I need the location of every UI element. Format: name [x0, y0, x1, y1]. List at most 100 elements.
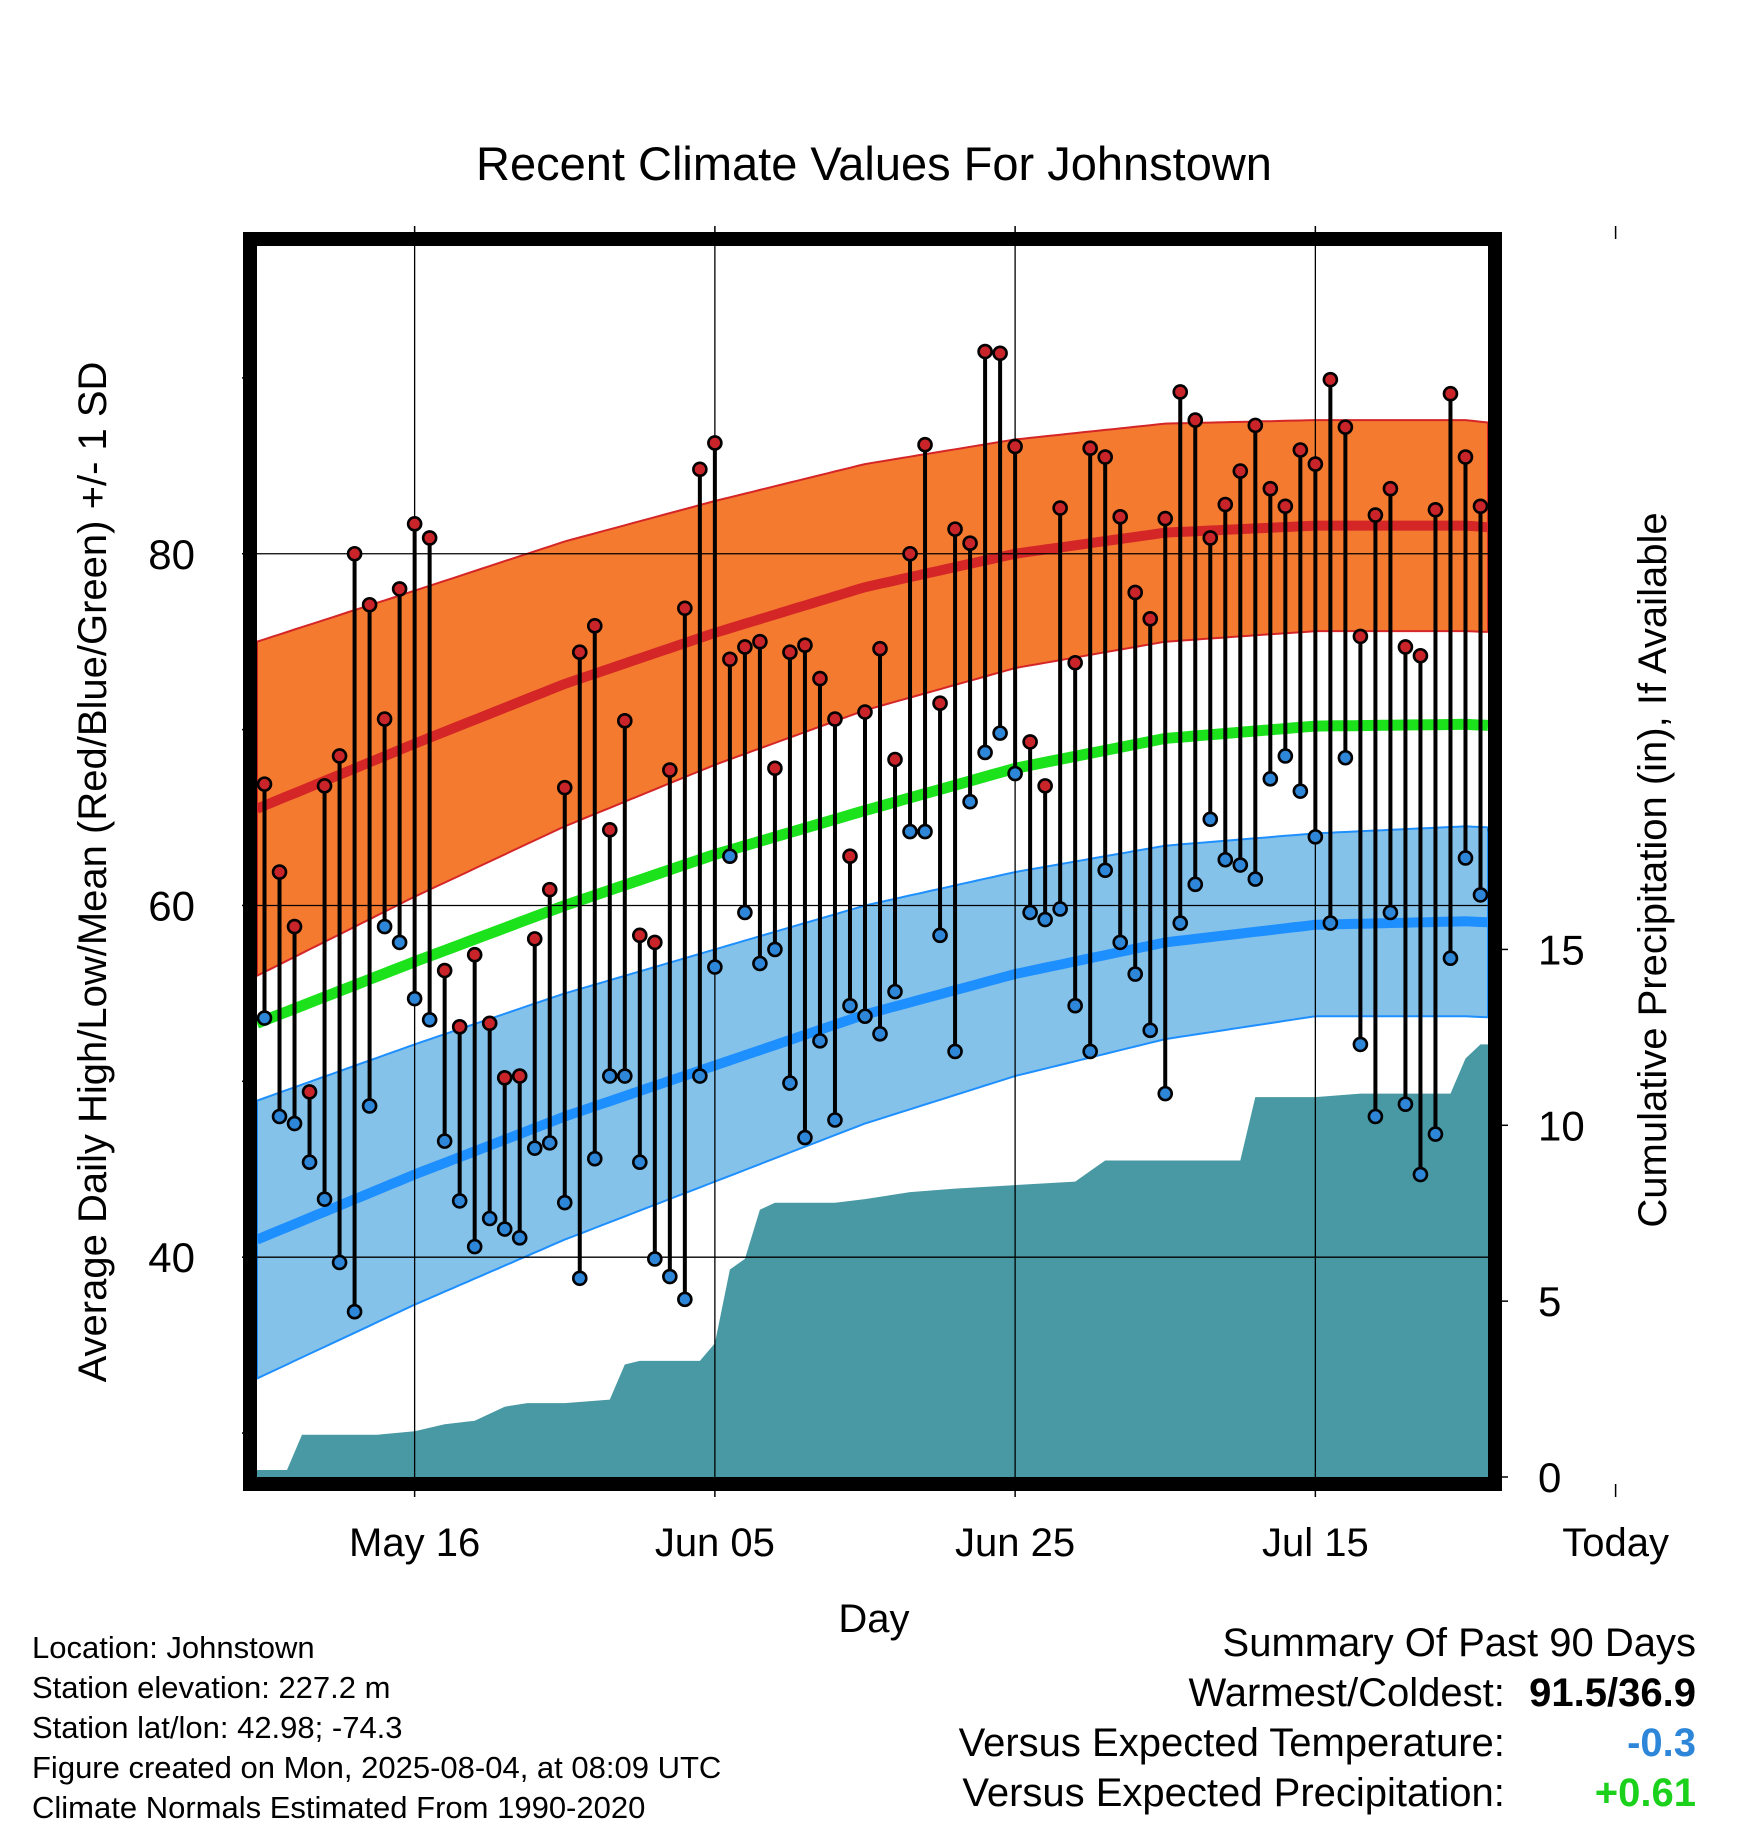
obs-low-point [331, 1254, 348, 1271]
obs-low-point [1112, 934, 1129, 951]
obs-high-point [481, 1015, 498, 1032]
obs-low-point [436, 1133, 453, 1149]
obs-low-point [1172, 915, 1189, 931]
obs-low-point [1277, 748, 1294, 764]
normal-low-line [257, 916, 1488, 1245]
obs-low-point [932, 927, 948, 944]
obs-high-point [586, 618, 603, 634]
obs-high-point [421, 530, 438, 546]
x-tick-label: Today [1562, 1521, 1669, 1565]
obs-high-point [827, 711, 843, 727]
obs-low-point [1247, 871, 1264, 887]
obs-high-point [271, 864, 288, 880]
obs-high-point [767, 760, 783, 777]
obs-low-point [992, 725, 1008, 741]
warmest-coldest-label: Warmest/Coldest: [1188, 1671, 1505, 1715]
obs-low-point [496, 1221, 513, 1237]
obs-high-point [1594, 565, 1607, 578]
elevation-text: Station elevation: 227.2 m [32, 1670, 391, 1705]
obs-low-point [1397, 1096, 1414, 1112]
obs-low-point [301, 1154, 318, 1171]
summary-title: Summary Of Past 90 Days [1222, 1621, 1696, 1665]
obs-low-point [1262, 771, 1279, 787]
obs-low-point [346, 1303, 363, 1320]
y-tick-label: 40 [148, 1234, 195, 1281]
obs-high-point [301, 1084, 318, 1100]
x-tick-label: Jun 05 [655, 1521, 775, 1565]
obs-low-point [962, 793, 978, 810]
obs-high-point [1472, 498, 1488, 515]
obs-low-point [647, 1251, 663, 1267]
obs-high-point [1352, 628, 1369, 645]
obs-high-point [257, 776, 273, 792]
summary-temp-row: Versus Expected Temperature: -0.3 [959, 1718, 1696, 1768]
obs-low-point [556, 1194, 573, 1211]
obs-low-point [677, 1291, 693, 1308]
obs-low-point [526, 1140, 543, 1156]
obs-high-point [812, 670, 828, 687]
obs-low-point [1504, 866, 1517, 879]
precip-label: Versus Expected Precipitation: [962, 1771, 1505, 1815]
obs-high-point [992, 345, 1008, 362]
obs-high-point [932, 695, 948, 712]
obs-low-point [1412, 1166, 1429, 1183]
obs-high-point [556, 779, 573, 796]
obs-low-point [797, 1129, 813, 1146]
obs-low-point [827, 1112, 843, 1128]
obs-high-point [797, 637, 813, 653]
y-axis-label: Average Daily High/Low/Mean (Red/Blue/Gr… [71, 362, 115, 1383]
obs-low-point [1382, 904, 1399, 921]
obs-low-point [481, 1210, 498, 1227]
obs-low-point [286, 1115, 303, 1132]
obs-low-point [1037, 911, 1053, 928]
obs-high-point [376, 711, 393, 727]
obs-high-point [1442, 385, 1459, 402]
obs-low-point [1007, 765, 1023, 782]
obs-high-point [1277, 498, 1294, 515]
obs-high-point [286, 918, 303, 935]
x-tick-label: May 16 [349, 1521, 480, 1565]
obs-high-point [1412, 647, 1429, 664]
obs-low-point [271, 1108, 288, 1125]
obs-high-point [361, 596, 378, 613]
obs-low-point [902, 823, 918, 840]
obs-low-point [1082, 1043, 1098, 1060]
obs-high-point [1549, 742, 1562, 755]
created-text: Figure created on Mon, 2025-08-04, at 08… [32, 1750, 722, 1785]
obs-high-point [1534, 421, 1547, 434]
chart-title: Recent Climate Values For Johnstown [476, 137, 1272, 190]
normal-high-line [257, 520, 1488, 814]
obs-low-point [1292, 783, 1309, 799]
obs-high-point [977, 343, 993, 360]
obs-high-point [947, 521, 963, 537]
obs-high-point [346, 545, 363, 562]
obs-high-point [782, 644, 798, 661]
obs-low-point [541, 1135, 558, 1151]
obs-low-point [601, 1068, 618, 1084]
obs-high-point [1247, 417, 1264, 434]
normal-mean-line [257, 718, 1488, 1029]
normals-text: Climate Normals Estimated From 1990-2020 [32, 1790, 646, 1825]
y2-axis-label: Cumulative Precipitation (in), If Availa… [1631, 512, 1675, 1227]
obs-high-point [722, 651, 738, 668]
obs-low-point [1142, 1022, 1159, 1039]
x-axis-label: Day [838, 1597, 909, 1641]
today-days-number: 90 [1624, 1380, 1664, 1421]
obs-low-point [722, 848, 738, 865]
obs-low-point [662, 1268, 678, 1285]
footer-info: Location: Johnstown Station elevation: 2… [32, 1628, 721, 1828]
obs-high-point [662, 762, 678, 778]
obs-high-point [647, 934, 663, 951]
obs-high-point [1052, 500, 1068, 516]
obs-low-point [1052, 901, 1068, 917]
obs-low-point [376, 918, 393, 935]
obs-high-point [1007, 438, 1023, 455]
obs-high-point [1187, 412, 1204, 428]
obs-high-point [887, 751, 903, 768]
axes: 40 60 80 0 5 10 15 May 16 Jun 05 Jun 25 Jul 15 Toda… [148, 226, 1669, 1565]
obs-high-point [872, 640, 888, 657]
obs-low-point [812, 1033, 828, 1049]
summary-warmest-row: Warmest/Coldest: 91.5/36.9 [959, 1668, 1697, 1718]
obs-low-point [421, 1011, 438, 1028]
